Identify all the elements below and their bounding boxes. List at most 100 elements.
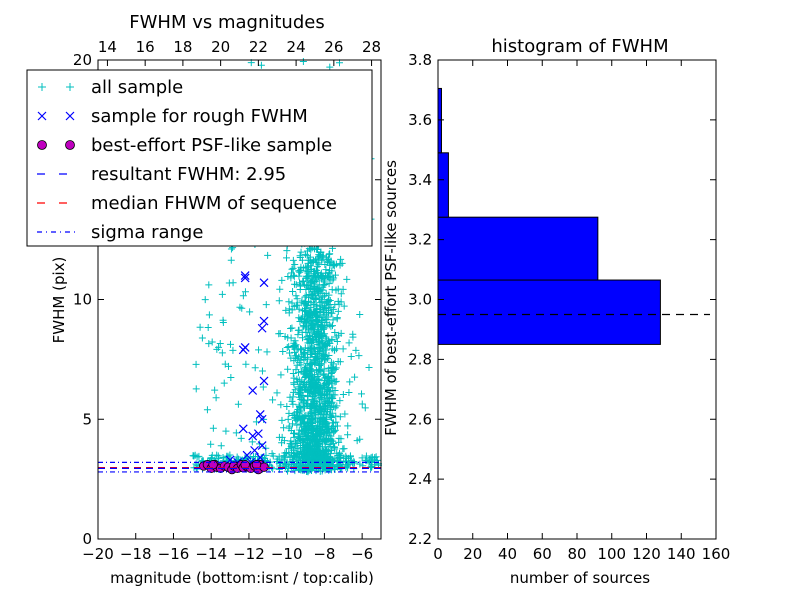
all-sample-point [288, 299, 296, 307]
all-sample-point [337, 290, 345, 298]
all-sample-point [285, 409, 293, 417]
y-tick-label: 2.8 [408, 350, 432, 368]
all-sample-point [320, 292, 328, 300]
legend-label: best-effort PSF-like sample [91, 135, 332, 156]
all-sample-point [304, 269, 312, 277]
all-sample-point [299, 427, 307, 435]
all-sample-point [327, 393, 335, 401]
left-legend: all sample sample for rough FWHM best-effo… [26, 69, 373, 247]
all-sample-point [315, 418, 323, 426]
right-chart: 0 20 40 60 80 100 120 140 160 2.2 2.4 2.6 2.8 3.0 3.2 3… [382, 36, 730, 587]
all-sample-point [303, 353, 311, 361]
all-sample-point [311, 385, 319, 393]
y-tick-label: 10 [73, 291, 92, 309]
all-sample-point [333, 338, 341, 346]
all-sample-point [315, 344, 323, 352]
all-sample-point [218, 290, 226, 298]
all-sample-point [298, 437, 306, 445]
rough-fwhm-point [242, 450, 252, 460]
all-sample-point [196, 323, 204, 331]
all-sample-point [246, 308, 254, 316]
all-sample-point [327, 406, 335, 414]
all-sample-point [329, 261, 337, 269]
all-sample-point [320, 415, 328, 423]
all-sample-point [259, 383, 267, 391]
all-sample-point [300, 446, 308, 454]
all-sample-point [328, 419, 336, 427]
all-sample-point [325, 291, 333, 299]
legend-x-symbol [65, 111, 75, 121]
all-sample-point [328, 345, 336, 353]
all-sample-point [307, 314, 315, 322]
y-tick-label: 5 [82, 410, 92, 428]
all-sample-point [349, 459, 357, 467]
all-sample-point [248, 438, 256, 446]
all-sample-point [205, 311, 213, 319]
top-tick-label: 16 [136, 38, 155, 56]
all-sample-point [308, 439, 316, 447]
all-sample-point [289, 400, 297, 408]
all-sample-point [317, 390, 325, 398]
all-sample-point [332, 412, 340, 420]
legend-item: sigma range [37, 222, 203, 243]
legend-plus-symbol [66, 83, 74, 91]
all-sample-point [298, 377, 306, 385]
all-sample-point [282, 460, 290, 468]
all-sample-point [358, 390, 366, 398]
legend-items: all sample sample for rough FWHM best-effo… [37, 77, 337, 243]
all-sample-point [317, 251, 325, 259]
all-sample-point [297, 426, 305, 434]
all-sample-point [337, 255, 345, 263]
all-sample-point [289, 369, 297, 377]
y-tick-label: 3.4 [408, 171, 432, 189]
all-sample-point [327, 272, 335, 280]
all-sample-point [335, 300, 343, 308]
all-sample-point [310, 300, 318, 308]
all-sample-point [208, 338, 216, 346]
all-sample-point [311, 397, 319, 405]
all-sample-point [229, 279, 237, 287]
all-sample-point [285, 422, 293, 430]
all-sample-point [292, 366, 300, 374]
all-sample-point [313, 354, 321, 362]
all-sample-point [275, 297, 283, 305]
all-sample-point [307, 378, 315, 386]
all-sample-point [260, 415, 268, 423]
all-sample-point [279, 348, 287, 356]
all-sample-point [330, 274, 338, 282]
all-sample-point [329, 360, 337, 368]
all-sample-point [256, 440, 264, 448]
all-sample-point [283, 247, 291, 255]
all-sample-point [328, 365, 336, 373]
all-sample-point [285, 298, 293, 306]
all-sample-point [293, 408, 301, 416]
all-sample-point [285, 450, 293, 458]
top-tick-label: 26 [324, 38, 343, 56]
all-sample-point [291, 337, 299, 345]
all-sample-point [307, 265, 315, 273]
all-sample-point [297, 353, 305, 361]
rough-fwhm-point [248, 386, 258, 395]
all-sample-point [335, 452, 343, 460]
all-sample-point [260, 454, 268, 462]
all-sample-point [284, 365, 292, 373]
all-sample-point [323, 445, 331, 453]
all-sample-point [337, 329, 345, 337]
x-tick-label: 100 [597, 545, 626, 563]
all-sample-point [317, 256, 325, 264]
all-sample-point [327, 435, 335, 443]
all-sample-point [333, 457, 341, 465]
all-sample-point [269, 396, 277, 404]
all-sample-point [238, 304, 246, 312]
all-sample-point [315, 281, 323, 289]
all-sample-point [344, 431, 352, 439]
all-sample-point [307, 466, 315, 474]
all-sample-point [313, 427, 321, 435]
all-sample-point [204, 324, 212, 332]
all-sample-point [292, 281, 300, 289]
all-sample-point [334, 307, 342, 315]
all-sample-point [312, 256, 320, 264]
all-sample-point [313, 246, 321, 254]
legend-label: all sample [91, 77, 183, 98]
all-sample-point [343, 462, 351, 470]
